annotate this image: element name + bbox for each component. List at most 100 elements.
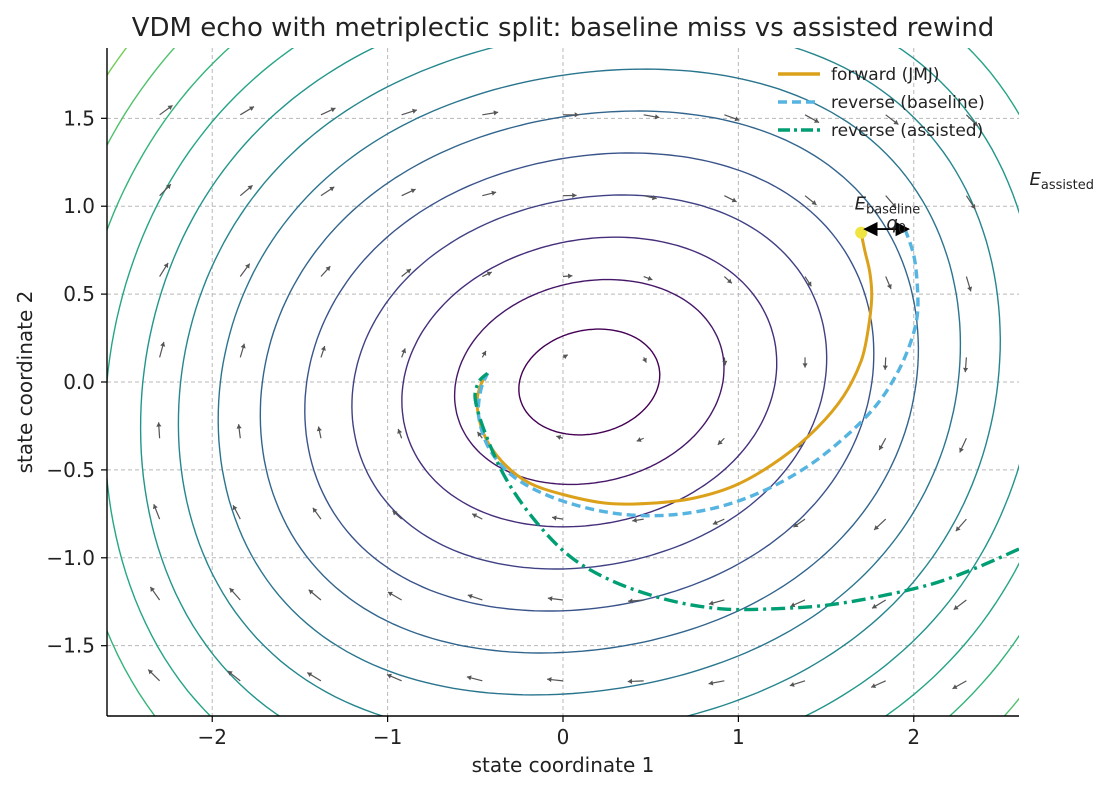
- field-arrow: [804, 195, 817, 206]
- energy-contour: [177, 48, 1002, 716]
- field-arrow: [562, 354, 569, 360]
- y-tick-label: 1.0: [63, 194, 95, 218]
- field-arrow: [802, 357, 808, 368]
- field-arrow: [953, 599, 967, 611]
- field-arrow: [804, 276, 812, 287]
- legend-label: forward (JMJ): [831, 65, 940, 85]
- field-arrow: [790, 599, 806, 608]
- field-arrow: [804, 114, 820, 124]
- field-arrow: [643, 195, 657, 201]
- field-arrow: [466, 675, 483, 682]
- q0-label: q0: [886, 213, 906, 237]
- field-arrow: [882, 357, 888, 370]
- field-arrow: [724, 195, 737, 203]
- field-arrow: [562, 192, 577, 199]
- field-arrow: [722, 357, 728, 366]
- field-arrow: [955, 518, 967, 532]
- field-arrow: [401, 268, 412, 277]
- field-arrow: [643, 275, 653, 281]
- grid: [107, 48, 1019, 716]
- field-arrow: [556, 434, 564, 440]
- field-arrow: [885, 276, 892, 290]
- y-tick-label: 0.5: [63, 282, 95, 306]
- field-arrow: [482, 271, 493, 278]
- field-arrow: [482, 110, 499, 116]
- field-arrow: [965, 276, 973, 292]
- energy-contour: [351, 194, 828, 570]
- field-arrow: [642, 357, 647, 363]
- x-tick-label: 1: [732, 725, 745, 749]
- y-ticks: −1.5 −1.0 −0.5 0.0 0.5 1.0 1.5: [46, 106, 107, 658]
- field-arrow: [312, 507, 322, 520]
- energy-contour: [304, 152, 875, 612]
- field-arrow: [789, 680, 806, 687]
- legend-item: reverse (baseline): [778, 93, 985, 113]
- field-arrow: [628, 598, 644, 604]
- field-arrow: [397, 428, 403, 439]
- field-arrow: [239, 343, 246, 358]
- y-tick-label: 0.0: [63, 370, 95, 394]
- x-axis-label: state coordinate 1: [472, 753, 655, 777]
- vector-field: [147, 104, 979, 690]
- forward-series-line: [475, 232, 874, 506]
- field-arrow: [878, 437, 887, 451]
- energy-contour: [139, 48, 1019, 716]
- field-arrow: [401, 188, 416, 197]
- assisted-series-line: [473, 371, 1019, 612]
- field-arrow: [159, 104, 173, 116]
- field-arrow: [239, 106, 255, 116]
- legend: forward (JMJ) reverse (baseline) reverse (…: [778, 65, 985, 141]
- x-tick-label: −1: [373, 725, 402, 749]
- chart-title: VDM echo with metriplectic split: baseli…: [132, 13, 995, 43]
- field-arrow: [636, 437, 644, 442]
- field-arrow: [147, 669, 161, 682]
- field-arrow: [871, 599, 887, 609]
- field-arrow: [547, 677, 564, 683]
- field-arrow: [963, 357, 969, 373]
- field-arrow: [320, 265, 331, 277]
- field-arrow: [885, 195, 897, 209]
- field-arrow: [239, 184, 253, 197]
- field-arrow: [467, 593, 483, 601]
- energy-contour: [453, 278, 725, 486]
- legend-label: reverse (baseline): [831, 93, 985, 113]
- field-arrow: [316, 426, 322, 439]
- field-arrow: [959, 437, 967, 453]
- field-arrow: [149, 586, 161, 601]
- energy-contour: [259, 110, 920, 654]
- field-arrow: [481, 350, 487, 358]
- legend-item: reverse (assisted): [778, 121, 983, 141]
- field-arrow: [159, 183, 172, 197]
- field-arrow: [320, 107, 336, 116]
- field-arrow: [952, 680, 967, 690]
- y-tick-label: −0.5: [46, 458, 95, 482]
- energy-assisted-label: Eassisted: [1030, 169, 1094, 193]
- field-arrow: [156, 422, 162, 439]
- field-arrow: [723, 276, 733, 284]
- x-tick-label: −2: [197, 725, 226, 749]
- field-arrow: [562, 273, 573, 279]
- field-arrow: [632, 517, 644, 523]
- field-arrow: [227, 670, 241, 682]
- y-tick-label: −1.0: [46, 546, 95, 570]
- field-arrow: [885, 114, 899, 126]
- y-tick-label: 1.5: [63, 106, 95, 130]
- field-arrow: [239, 263, 251, 277]
- trajectories: [473, 226, 1019, 612]
- legend-item: forward (JMJ): [778, 65, 940, 85]
- field-arrow: [387, 591, 402, 601]
- field-arrow: [873, 518, 887, 531]
- energy-contour: [518, 328, 661, 436]
- energy-baseline-label: Ebaseline: [855, 194, 921, 218]
- field-arrow: [308, 589, 322, 601]
- y-axis-label: state coordinate 2: [13, 291, 37, 474]
- field-arrow: [547, 596, 564, 602]
- field-arrow: [236, 424, 242, 439]
- energy-contour: [217, 68, 962, 696]
- field-arrow: [159, 341, 166, 358]
- field-arrow: [643, 114, 660, 120]
- field-arrow: [229, 587, 241, 601]
- energy-contour: [401, 236, 778, 528]
